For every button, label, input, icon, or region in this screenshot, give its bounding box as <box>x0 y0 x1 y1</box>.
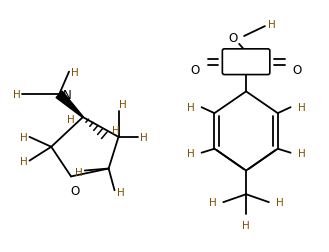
Text: H: H <box>187 148 195 158</box>
Text: H: H <box>268 20 276 30</box>
Text: H: H <box>209 197 216 207</box>
Text: As: As <box>239 56 253 69</box>
Text: O: O <box>228 32 237 45</box>
Text: H: H <box>20 132 28 142</box>
Text: H: H <box>20 156 28 166</box>
Text: O: O <box>190 64 200 77</box>
Text: H: H <box>75 168 83 178</box>
Text: O: O <box>292 64 302 77</box>
Text: O: O <box>70 184 80 197</box>
Text: H: H <box>140 132 148 142</box>
Polygon shape <box>56 92 83 118</box>
Text: H: H <box>242 220 250 230</box>
FancyBboxPatch shape <box>222 50 270 75</box>
Text: H: H <box>297 103 305 113</box>
Text: H: H <box>13 90 21 100</box>
Text: H: H <box>112 125 119 135</box>
Text: H: H <box>119 100 127 110</box>
Text: H: H <box>71 67 79 77</box>
Text: H: H <box>116 187 124 198</box>
Text: H: H <box>67 115 75 124</box>
Text: H: H <box>187 103 195 113</box>
Text: N: N <box>63 88 72 102</box>
Text: H: H <box>297 148 305 158</box>
Text: H: H <box>276 197 284 207</box>
